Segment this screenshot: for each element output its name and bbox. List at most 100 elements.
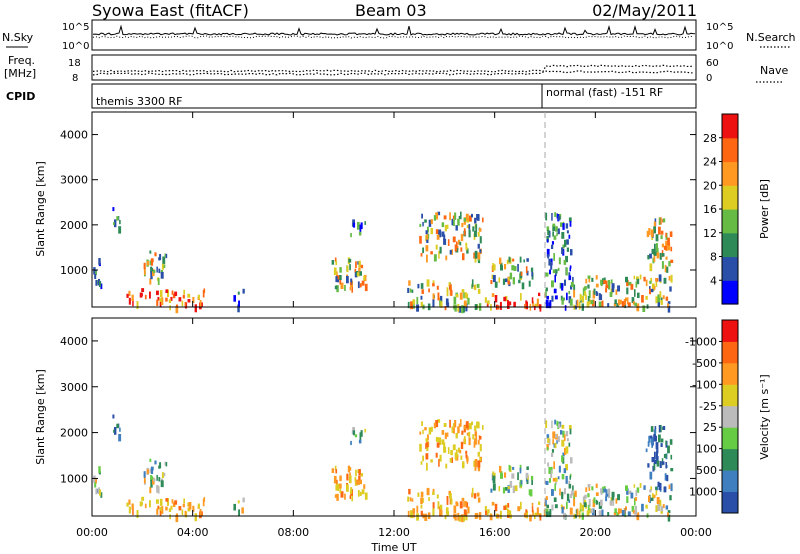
echo-cell bbox=[157, 278, 160, 285]
echo-cell bbox=[337, 487, 340, 491]
echo-cell bbox=[187, 507, 191, 512]
echo-cell bbox=[650, 426, 654, 432]
echo-cell bbox=[653, 429, 656, 436]
echo-cell bbox=[340, 282, 344, 289]
echo-cell bbox=[670, 483, 673, 492]
power-colorbar: 4 8 12 16 20 24 28 bbox=[703, 113, 739, 305]
nave-tick-top: 60 bbox=[706, 58, 719, 69]
echo-cell bbox=[591, 486, 594, 491]
echo-cell bbox=[503, 505, 507, 510]
echo-cell bbox=[359, 479, 362, 485]
echo-cell bbox=[426, 279, 430, 287]
echo-cell bbox=[465, 421, 469, 429]
echo-cell bbox=[513, 266, 517, 271]
echo-cell bbox=[639, 483, 642, 488]
velocity-y-ticks: 1000 2000 3000 4000 bbox=[60, 335, 696, 485]
freq-unit: [MHz] bbox=[4, 67, 36, 80]
echo-cell bbox=[457, 426, 460, 434]
echo-cell bbox=[653, 494, 656, 499]
echo-cell bbox=[159, 290, 163, 298]
echo-cell bbox=[479, 228, 482, 232]
echo-cell bbox=[335, 484, 338, 491]
echo-cell bbox=[467, 506, 470, 514]
echo-cell bbox=[588, 290, 591, 299]
echo-cell bbox=[453, 296, 457, 305]
echo-cell bbox=[156, 508, 159, 515]
echo-cell bbox=[95, 280, 98, 286]
echo-cell bbox=[479, 457, 482, 462]
echo-cell bbox=[443, 234, 446, 241]
echo-cell bbox=[660, 443, 663, 447]
echo-cell bbox=[331, 468, 335, 473]
echo-cell bbox=[630, 283, 634, 290]
echo-cell bbox=[491, 274, 494, 280]
echo-cell bbox=[547, 254, 550, 259]
echo-cell bbox=[620, 299, 622, 305]
echo-cell bbox=[156, 499, 159, 504]
echo-cell bbox=[468, 423, 472, 430]
echo-cell bbox=[339, 475, 342, 482]
x-tick-label: 08:00 bbox=[277, 526, 309, 539]
cpid-first-mode: themis 3300 RF bbox=[96, 95, 183, 108]
echo-cell bbox=[611, 494, 615, 501]
echo-cell bbox=[621, 301, 625, 307]
echo-cell bbox=[474, 217, 477, 224]
echo-cell bbox=[656, 497, 660, 505]
echo-cell bbox=[666, 474, 669, 482]
echo-cell bbox=[643, 485, 646, 490]
echo-cell bbox=[650, 277, 653, 282]
echo-cell bbox=[568, 275, 572, 280]
echo-cell bbox=[626, 287, 629, 295]
echo-cell bbox=[432, 283, 435, 287]
echo-cell bbox=[617, 508, 621, 515]
echo-cell bbox=[416, 505, 419, 513]
echo-cell bbox=[549, 478, 551, 483]
echo-cell bbox=[607, 303, 610, 308]
echo-cell bbox=[424, 427, 427, 431]
echo-cell bbox=[183, 498, 185, 504]
echo-cell bbox=[531, 297, 534, 304]
echo-cell bbox=[202, 290, 205, 298]
x-tick-labels: 00:00 04:00 08:00 12:00 16:00 20:00 00:00 bbox=[76, 526, 712, 539]
echo-cell bbox=[658, 425, 661, 433]
echo-cell bbox=[446, 432, 449, 437]
echo-cell bbox=[555, 433, 557, 438]
echo-cell bbox=[422, 247, 424, 254]
echo-cell bbox=[428, 288, 430, 293]
echo-cell bbox=[160, 480, 164, 488]
echo-cell bbox=[159, 298, 162, 302]
echo-cell bbox=[174, 291, 178, 296]
echo-cell bbox=[581, 504, 585, 512]
echo-cell bbox=[471, 213, 473, 218]
echo-cell bbox=[169, 305, 171, 311]
echo-cell bbox=[420, 283, 424, 289]
echo-cell bbox=[554, 483, 556, 491]
echo-cell bbox=[444, 515, 447, 520]
echo-cell bbox=[359, 271, 362, 276]
echo-cell bbox=[443, 215, 447, 220]
echo-cell bbox=[463, 306, 465, 313]
echo-cell bbox=[598, 510, 602, 517]
echo-cell bbox=[160, 506, 164, 514]
nsearch-label: N.Search bbox=[746, 31, 796, 44]
echo-cell bbox=[570, 457, 573, 464]
echo-cell bbox=[547, 462, 550, 467]
echo-cell bbox=[118, 226, 122, 234]
echo-cell bbox=[474, 493, 477, 499]
echo-cell bbox=[444, 432, 447, 440]
echo-cell bbox=[554, 295, 558, 300]
echo-cell bbox=[364, 283, 368, 292]
echo-cell bbox=[463, 509, 467, 516]
echo-cell bbox=[499, 301, 502, 310]
echo-cell bbox=[438, 437, 442, 446]
echo-cell bbox=[500, 265, 503, 271]
echo-cell bbox=[143, 267, 146, 275]
echo-cell bbox=[662, 218, 666, 223]
echo-cell bbox=[477, 231, 480, 237]
echo-cell bbox=[350, 278, 353, 285]
echo-cell bbox=[569, 298, 573, 306]
echo-cell bbox=[649, 280, 652, 284]
echo-cell bbox=[452, 427, 455, 434]
echo-cell bbox=[432, 488, 435, 495]
echo-cell bbox=[131, 294, 134, 301]
